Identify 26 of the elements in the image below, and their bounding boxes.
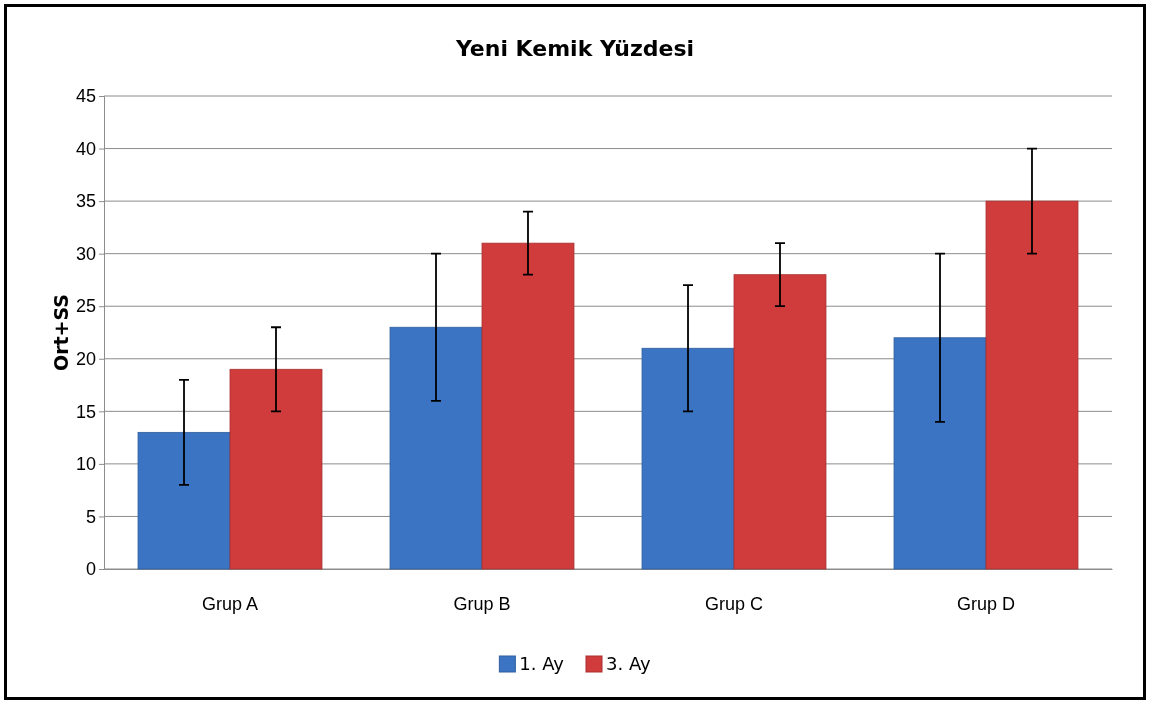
- bar: [893, 337, 987, 570]
- y-tick-label: 35: [75, 191, 96, 212]
- x-tick-label: Grup A: [201, 593, 259, 614]
- bar: [733, 274, 827, 570]
- y-tick-label: 40: [75, 138, 96, 159]
- y-tick-label: 25: [75, 296, 96, 317]
- legend-label: 1. Ay: [519, 653, 565, 674]
- x-tick-label: Grup D: [956, 593, 1016, 614]
- bar: [389, 326, 483, 570]
- y-tick-label: 45: [75, 86, 96, 107]
- bar: [985, 200, 1079, 570]
- y-tick-label: 30: [75, 243, 96, 264]
- legend-label: 3. Ay: [606, 653, 651, 674]
- bar: [641, 347, 735, 570]
- chart-title: Yeni Kemik Yüzdesi: [454, 36, 695, 61]
- y-tick-label: 5: [85, 506, 96, 527]
- bar: [481, 242, 575, 570]
- x-tick-label: Grup C: [704, 593, 764, 614]
- bar: [229, 368, 323, 570]
- y-tick-label: 0: [85, 559, 96, 580]
- bar: [137, 431, 231, 570]
- y-tick-label: 10: [75, 454, 96, 475]
- y-tick-label: 15: [75, 401, 96, 422]
- x-tick-label: Grup B: [453, 593, 511, 614]
- y-axis-title: Ort+SS: [50, 293, 72, 372]
- y-tick-label: 20: [75, 349, 96, 370]
